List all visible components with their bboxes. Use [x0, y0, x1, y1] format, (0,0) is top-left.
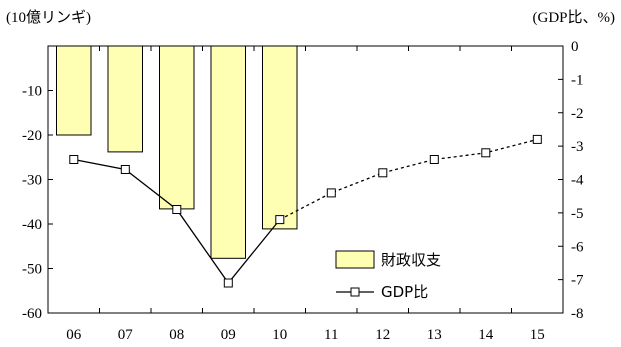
legend-bar-label: 財政収支	[381, 251, 441, 269]
line-point-06	[69, 155, 79, 164]
line-point-14	[481, 148, 491, 158]
line-segment-projected	[279, 138, 538, 221]
bar-10	[262, 45, 298, 230]
bar-09	[210, 45, 246, 259]
right-tick-label: -5	[571, 206, 584, 222]
right-tick-label: -7	[571, 273, 584, 289]
line-point-13	[429, 155, 439, 164]
right-tick-label: -1	[571, 72, 584, 88]
legend-bar-swatch	[335, 250, 375, 269]
left-tick-label: -10	[22, 84, 42, 100]
right-tick-label: -8	[571, 306, 584, 322]
left-axis: -10 -20 -30 -40 -50 -60	[22, 45, 53, 322]
legend-line-label: GDP比	[381, 283, 428, 301]
right-tick-label: -2	[571, 106, 584, 122]
line-point-12	[378, 168, 388, 178]
x-tick-label: 14	[478, 327, 494, 343]
legend-line-marker	[350, 287, 360, 297]
x-tick-label: 11	[324, 327, 338, 343]
right-axis: 0 -1 -2 -3 -4 -5 -6 -7 -8	[558, 39, 584, 322]
x-tick-label: 07	[118, 327, 134, 343]
right-tick-label: 0	[571, 39, 579, 55]
line-point-11	[326, 188, 336, 198]
line-point-07	[120, 165, 130, 174]
left-tick-label: -30	[22, 173, 42, 189]
line-point-10	[275, 215, 285, 225]
bar-series	[56, 45, 298, 259]
line-point-09	[223, 278, 233, 288]
right-axis-unit-label: (GDP比、%)	[533, 9, 616, 26]
left-tick-label: -20	[22, 128, 42, 144]
bar-06	[56, 45, 92, 136]
x-tick-label: 06	[66, 327, 82, 343]
left-tick-label: -40	[22, 217, 42, 233]
line-point-08	[172, 205, 182, 214]
x-tick-label: 13	[427, 327, 442, 343]
x-tick-label: 09	[221, 327, 236, 343]
x-tick-label: 08	[169, 327, 184, 343]
left-tick-label: -50	[22, 262, 42, 278]
legend: 財政収支 GDP比	[335, 250, 441, 301]
right-tick-label: -6	[571, 239, 584, 255]
x-tick-label: 15	[530, 327, 545, 343]
right-tick-label: -4	[571, 173, 584, 189]
x-tick-label: 10	[272, 327, 287, 343]
line-point-15	[532, 134, 542, 144]
bar-07	[107, 45, 143, 153]
line-series	[69, 134, 542, 288]
left-tick-label: -60	[22, 306, 42, 322]
x-axis: 06 07 08 09 10 11 12 13 14 15	[47, 46, 564, 343]
right-tick-label: -3	[571, 139, 584, 155]
left-axis-unit-label: (10億リンギ)	[6, 9, 91, 26]
bar-08	[159, 45, 195, 210]
x-tick-label: 12	[375, 327, 390, 343]
